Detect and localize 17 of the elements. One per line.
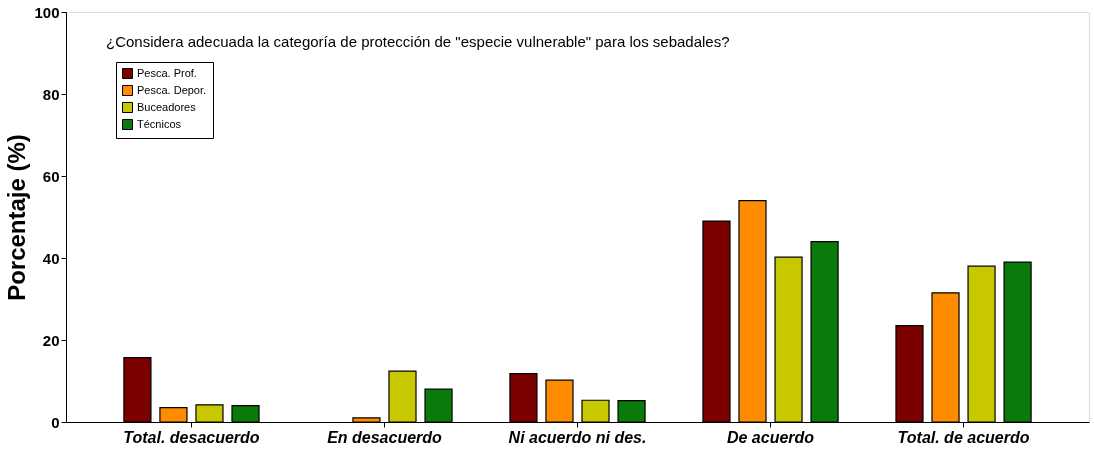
y-tick-label: 100 xyxy=(34,3,60,21)
text: ¿Considera adecuada la categoría de protección de "especie vulnerable" para los sebadales? xyxy=(105,33,730,50)
y-tick-label: 0 xyxy=(51,413,60,431)
x-tick-label: Ni acuerdo ni des. xyxy=(508,428,647,446)
y-tick-label: 60 xyxy=(42,167,60,185)
legend-label: Técnicos xyxy=(137,117,182,130)
y-tick-label: 20 xyxy=(42,331,60,349)
x-tick-label: En desacuerdo xyxy=(327,428,443,446)
y-axis-title: Porcentaje (%) xyxy=(3,134,31,301)
legend-label: Buceadores xyxy=(137,100,197,113)
x-tick-label: Total. desacuerdo xyxy=(123,428,260,446)
legend-label: Pesca. Prof. xyxy=(137,66,197,79)
y-tick-label: 40 xyxy=(42,249,60,267)
y-tick-label: 80 xyxy=(42,85,60,103)
x-tick-label: Total. de acuerdo xyxy=(897,428,1030,446)
legend-label: Pesca. Depor. xyxy=(137,83,207,96)
x-tick-label: De acuerdo xyxy=(726,428,815,446)
